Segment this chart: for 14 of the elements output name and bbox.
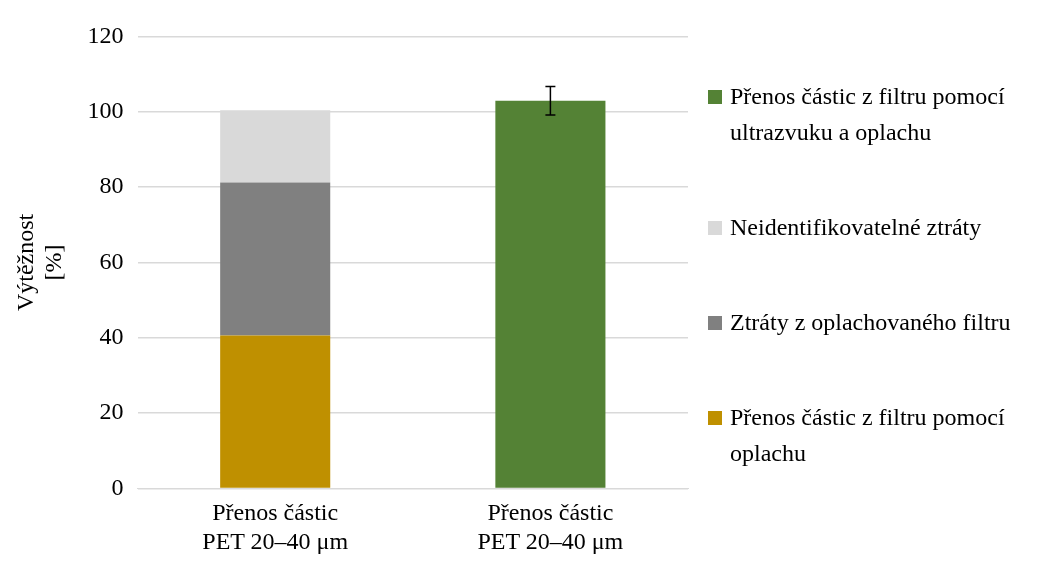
x-tick-label: Přenos částic PET 20–40 μm	[202, 499, 349, 554]
y-axis-title: Výtěžnost [%]	[11, 213, 67, 312]
y-tick-label: 20	[99, 398, 124, 425]
legend-label: Ztráty z oplachovaného filtru	[730, 307, 1011, 337]
y-tick-label: 100	[87, 97, 124, 124]
legend-label: Neidentifikovatelné ztráty	[730, 212, 982, 242]
x-tick-label: Přenos částic PET 20–40 μm	[477, 499, 624, 554]
legend-label: Přenos částic z filtru pomocí oplachu	[730, 402, 1006, 468]
y-tick-label: 120	[87, 21, 124, 48]
y-tick-label: 60	[99, 247, 124, 274]
y-tick-label: 40	[99, 323, 124, 350]
y-tick-label: 80	[99, 172, 124, 199]
legend-label: Přenos částic z filtru pomocí ultrazvuku a oplachu	[730, 81, 1006, 147]
y-tick-label: 0	[111, 473, 124, 500]
